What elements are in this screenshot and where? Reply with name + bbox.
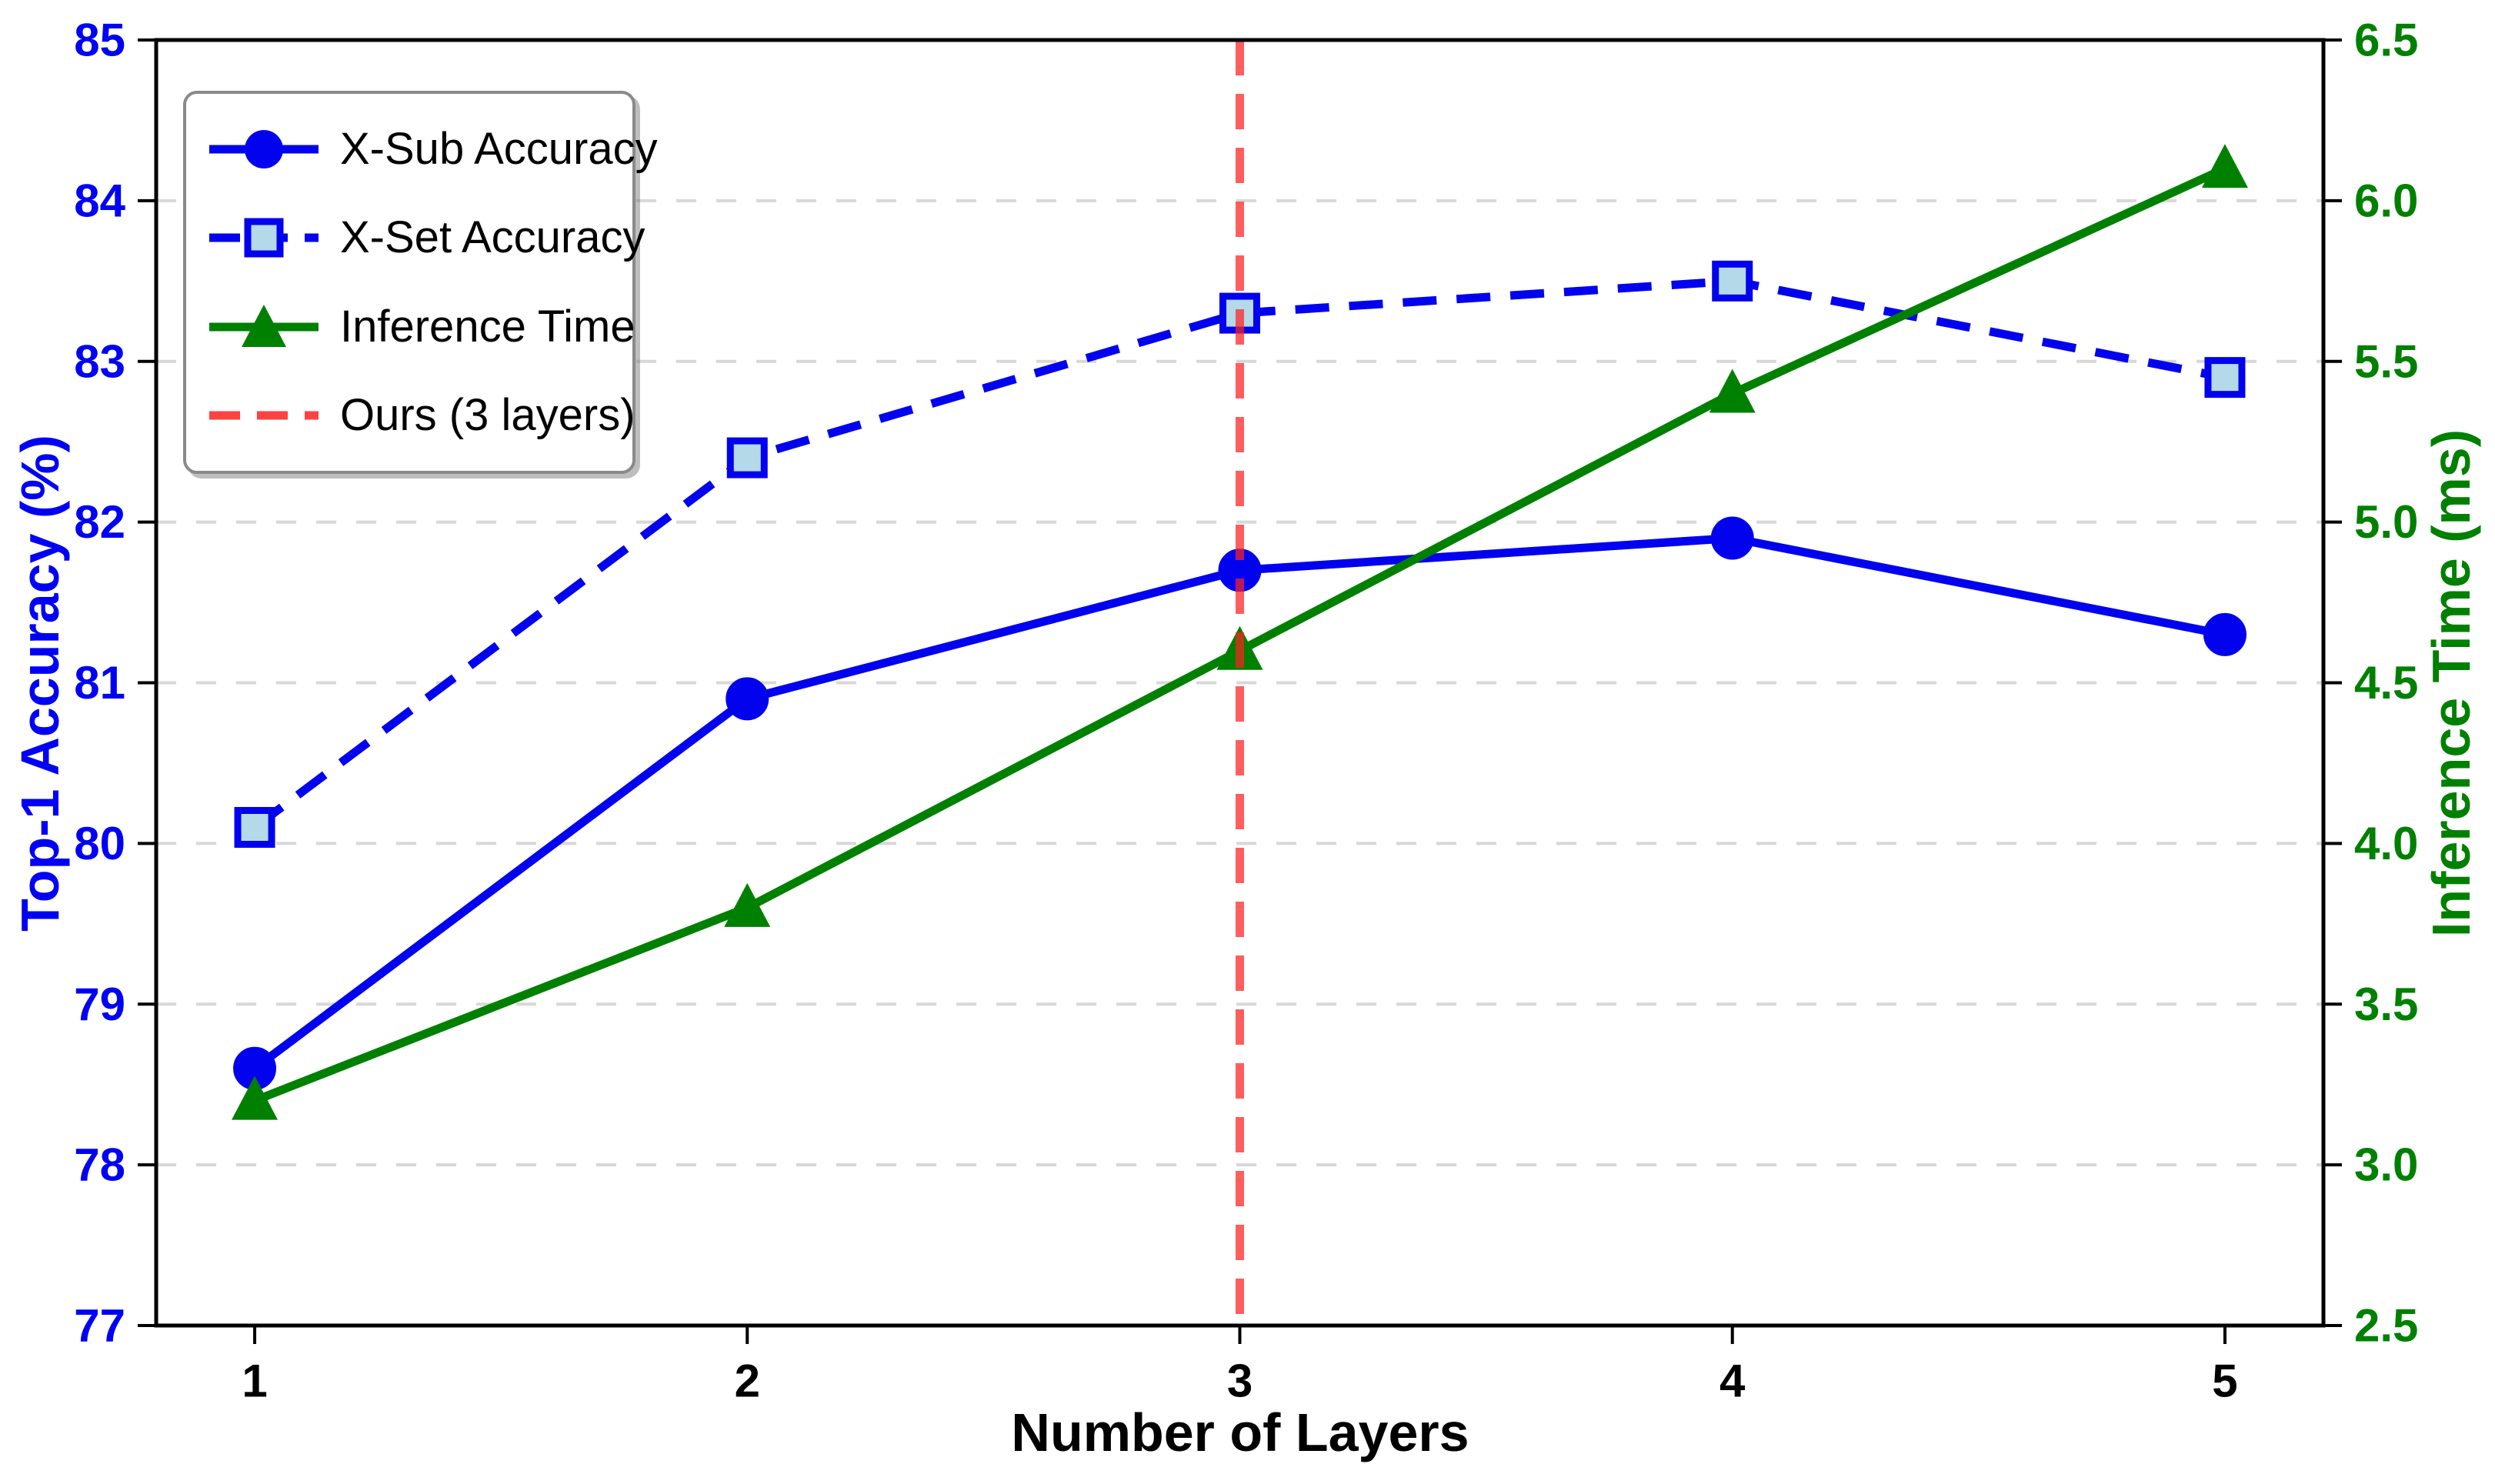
series-line-x-set-accuracy (252, 276, 2226, 831)
right-tick-label-6.5: 6.5 (2354, 15, 2418, 66)
marker-inference-time-x2 (724, 882, 771, 927)
marker-x-set-accuracy-x2 (726, 437, 768, 479)
marker-x-sub-accuracy-x5 (2203, 612, 2247, 656)
x-tick-label-3: 3 (1227, 1356, 1253, 1407)
marker-inference-time-x1 (232, 1075, 279, 1120)
right-tick-label-4.5: 4.5 (2354, 657, 2418, 709)
inference-time-marker-icon (209, 304, 319, 347)
marker-x-set-accuracy-x5 (2204, 357, 2246, 399)
legend-item-x-sub-accuracy: X-Sub Accuracy (206, 122, 658, 177)
legend: X-Sub Accuracy X-Set Accuracy Inference Ti… (183, 91, 658, 474)
left-tick-label-78: 78 (74, 1139, 125, 1191)
x-axis-title: Number of Layers (1011, 1402, 1469, 1462)
legend-item-inference-time-label: Inference Time (340, 301, 635, 352)
ours-dashed-line-icon (209, 411, 319, 420)
left-tick-label-77: 77 (74, 1300, 125, 1352)
left-tick-label-83: 83 (74, 335, 125, 387)
marker-x-set-accuracy-x4 (1712, 260, 1753, 302)
marker-x-set-accuracy-x1 (234, 806, 275, 848)
right-tick-label-3: 3.0 (2354, 1139, 2418, 1191)
x-tick-label-2: 2 (735, 1356, 760, 1407)
marker-x-sub-accuracy-x4 (1710, 516, 1754, 560)
legend-item-inference-time: Inference Time (206, 299, 635, 355)
right-tick-label-6: 6.0 (2354, 175, 2418, 226)
x-tick-label-4: 4 (1719, 1356, 1746, 1407)
marker-inference-time-x5 (2201, 144, 2248, 188)
right-tick-label-4: 4.0 (2354, 818, 2418, 869)
legend-item-ours-3-layers-label: Ours (3 layers) (340, 390, 635, 441)
right-y-axis-title: Inference Time (ms) (2421, 429, 2481, 938)
x-tick-label-1: 1 (242, 1356, 267, 1407)
left-tick-label-85: 85 (74, 15, 125, 66)
right-tick-label-5.5: 5.5 (2354, 335, 2418, 387)
x-set-accuracy-marker-icon (209, 218, 319, 258)
marker-inference-time-x4 (1709, 368, 1756, 413)
left-tick-label-84: 84 (74, 175, 125, 226)
left-tick-label-79: 79 (74, 979, 125, 1030)
legend-item-ours-3-layers: Ours (3 layers) (206, 388, 635, 443)
marker-x-sub-accuracy-x2 (725, 677, 769, 721)
legend-item-x-set-accuracy: X-Set Accuracy (206, 210, 645, 265)
right-tick-label-2.5: 2.5 (2354, 1300, 2418, 1352)
legend-item-x-sub-accuracy-label: X-Sub Accuracy (340, 123, 658, 174)
x-tick-label-5: 5 (2212, 1356, 2237, 1407)
left-tick-label-80: 80 (74, 818, 125, 869)
right-tick-label-3.5: 3.5 (2354, 979, 2418, 1030)
left-tick-label-81: 81 (74, 657, 125, 709)
left-y-axis-title: Top-1 Accuracy (%) (10, 435, 70, 932)
left-tick-label-82: 82 (74, 496, 125, 548)
right-tick-label-5: 5.0 (2354, 496, 2418, 548)
legend-item-x-set-accuracy-label: X-Set Accuracy (340, 212, 645, 263)
x-sub-accuracy-marker-icon (209, 129, 319, 168)
